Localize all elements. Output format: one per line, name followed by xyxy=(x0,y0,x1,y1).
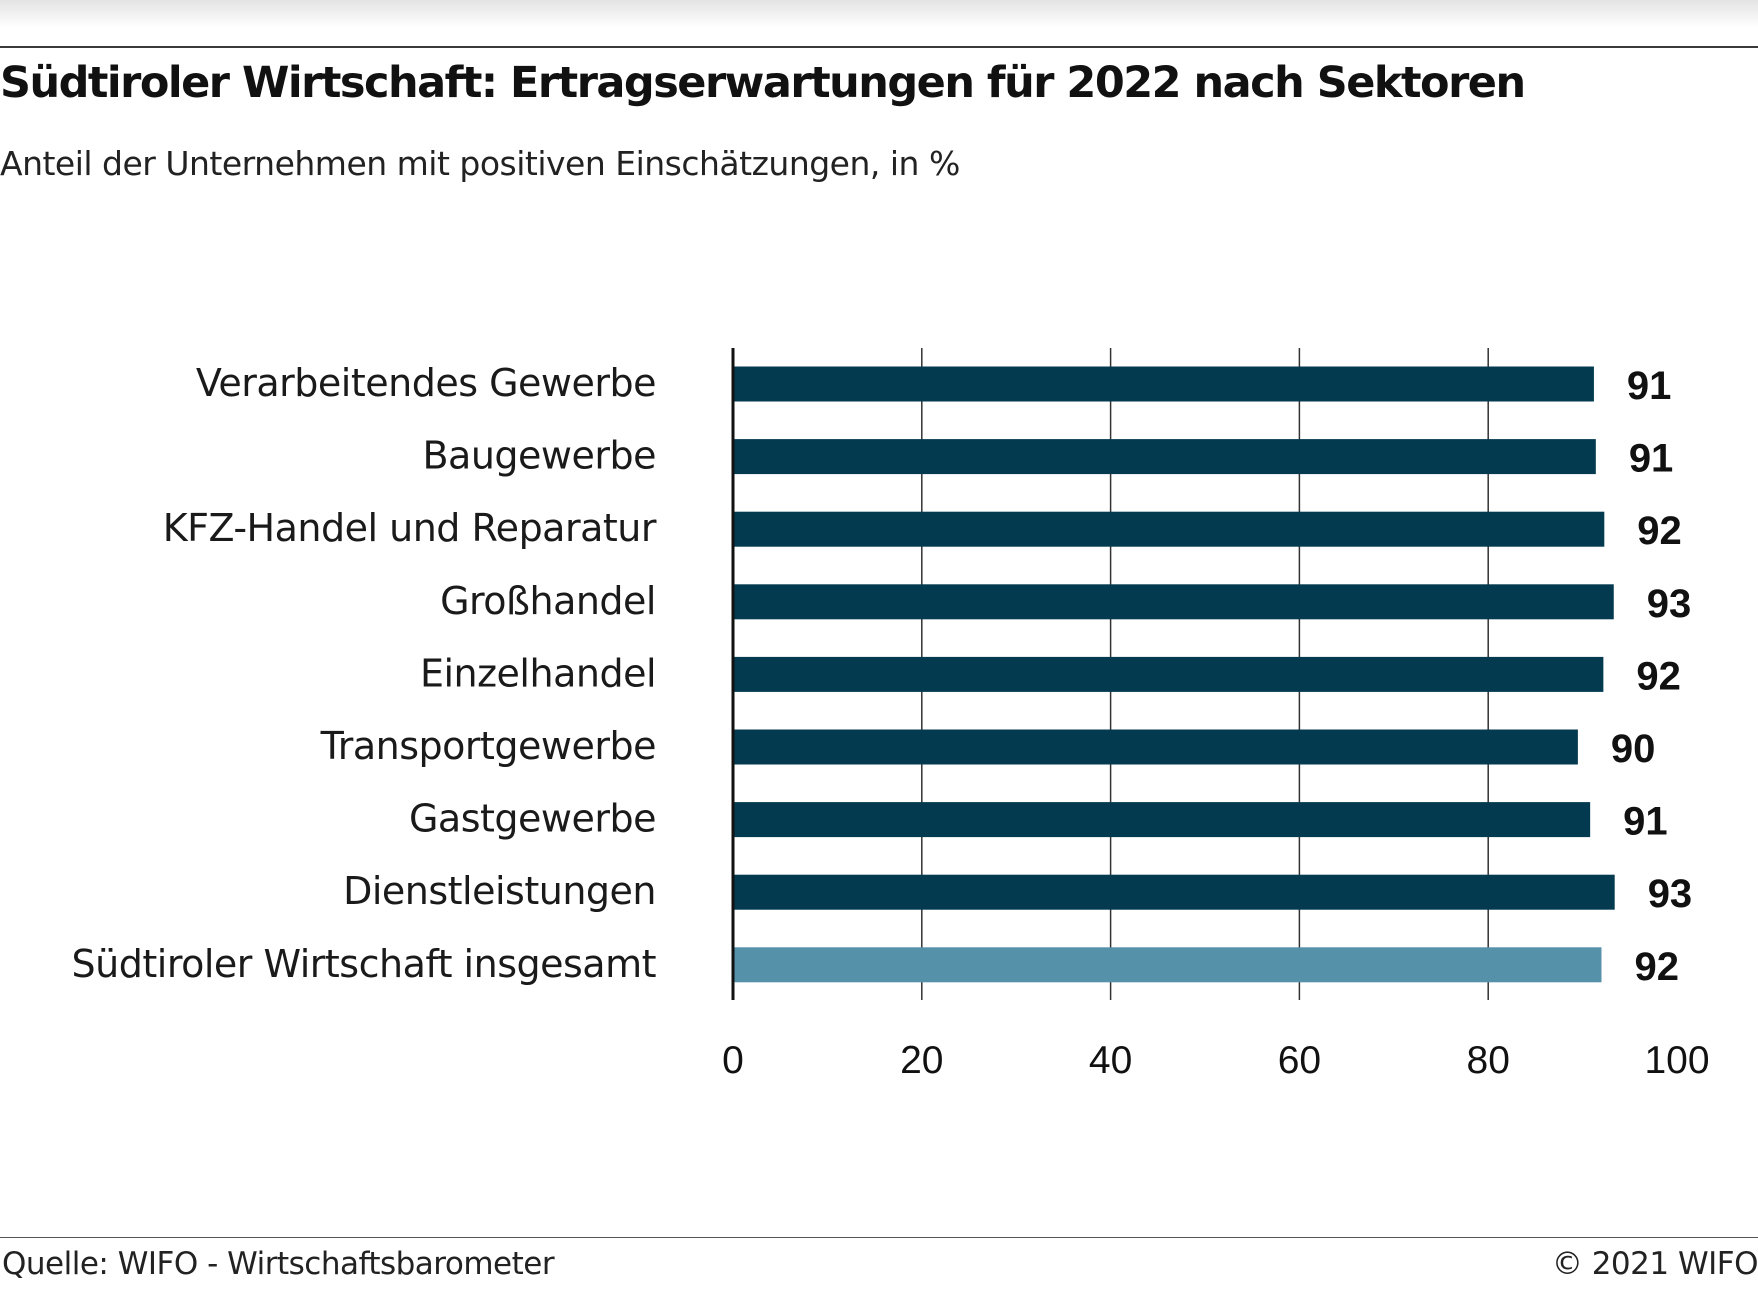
bar-chart: Verarbeitendes Gewerbe Baugewerbe KFZ-Hand… xyxy=(72,348,1710,1082)
value-label: 93 xyxy=(1648,872,1693,916)
category-label: Großhandel xyxy=(440,579,656,623)
bars xyxy=(733,366,1615,983)
value-labels: 91 91 92 93 92 90 91 93 92 xyxy=(1611,364,1692,989)
category-label: Einzelhandel xyxy=(420,651,656,695)
category-label: Transportgewerbe xyxy=(320,724,656,768)
x-tick-label: 0 xyxy=(722,1039,744,1082)
chart-title: Südtiroler Wirtschaft: Ertragserwartunge… xyxy=(0,58,1526,108)
category-label: Dienstleistungen xyxy=(343,869,656,913)
bar xyxy=(733,874,1615,910)
category-label: KFZ-Handel und Reparatur xyxy=(163,506,657,550)
category-label: Gastgewerbe xyxy=(409,797,656,841)
bar xyxy=(733,802,1591,838)
bar xyxy=(733,439,1596,475)
x-tick-label: 80 xyxy=(1467,1039,1510,1082)
chart-subtitle: Anteil der Unternehmen mit positiven Ein… xyxy=(0,144,960,183)
value-label: 90 xyxy=(1611,727,1656,771)
value-label: 91 xyxy=(1627,364,1672,408)
value-label: 93 xyxy=(1647,582,1692,626)
bar xyxy=(733,947,1602,983)
category-label: Baugewerbe xyxy=(422,434,656,478)
x-tick-label: 40 xyxy=(1089,1039,1132,1082)
bar xyxy=(733,366,1594,402)
bar xyxy=(733,584,1614,620)
x-tick-label: 20 xyxy=(900,1039,943,1082)
top-rule xyxy=(0,46,1758,48)
bar xyxy=(733,511,1605,547)
category-label: Verarbeitendes Gewerbe xyxy=(196,361,656,405)
value-label: 92 xyxy=(1636,654,1681,698)
copyright-note: © 2021 WIFO xyxy=(1551,1246,1758,1282)
x-tick-label: 100 xyxy=(1644,1039,1709,1082)
value-label: 91 xyxy=(1623,800,1668,844)
x-tick-labels: 0 20 40 60 80 100 xyxy=(722,1039,1709,1082)
bottom-rule xyxy=(0,1237,1758,1238)
value-label: 91 xyxy=(1629,437,1674,481)
category-label: Südtiroler Wirtschaft insgesamt xyxy=(72,942,656,986)
top-shade xyxy=(0,0,1758,28)
category-labels: Verarbeitendes Gewerbe Baugewerbe KFZ-Hand… xyxy=(72,361,658,986)
value-label: 92 xyxy=(1634,945,1679,989)
bar xyxy=(733,656,1604,692)
source-note: Quelle: WIFO - Wirtschaftsbarometer xyxy=(2,1246,555,1282)
value-label: 92 xyxy=(1637,509,1682,553)
x-tick-label: 60 xyxy=(1278,1039,1321,1082)
bar xyxy=(733,729,1578,765)
